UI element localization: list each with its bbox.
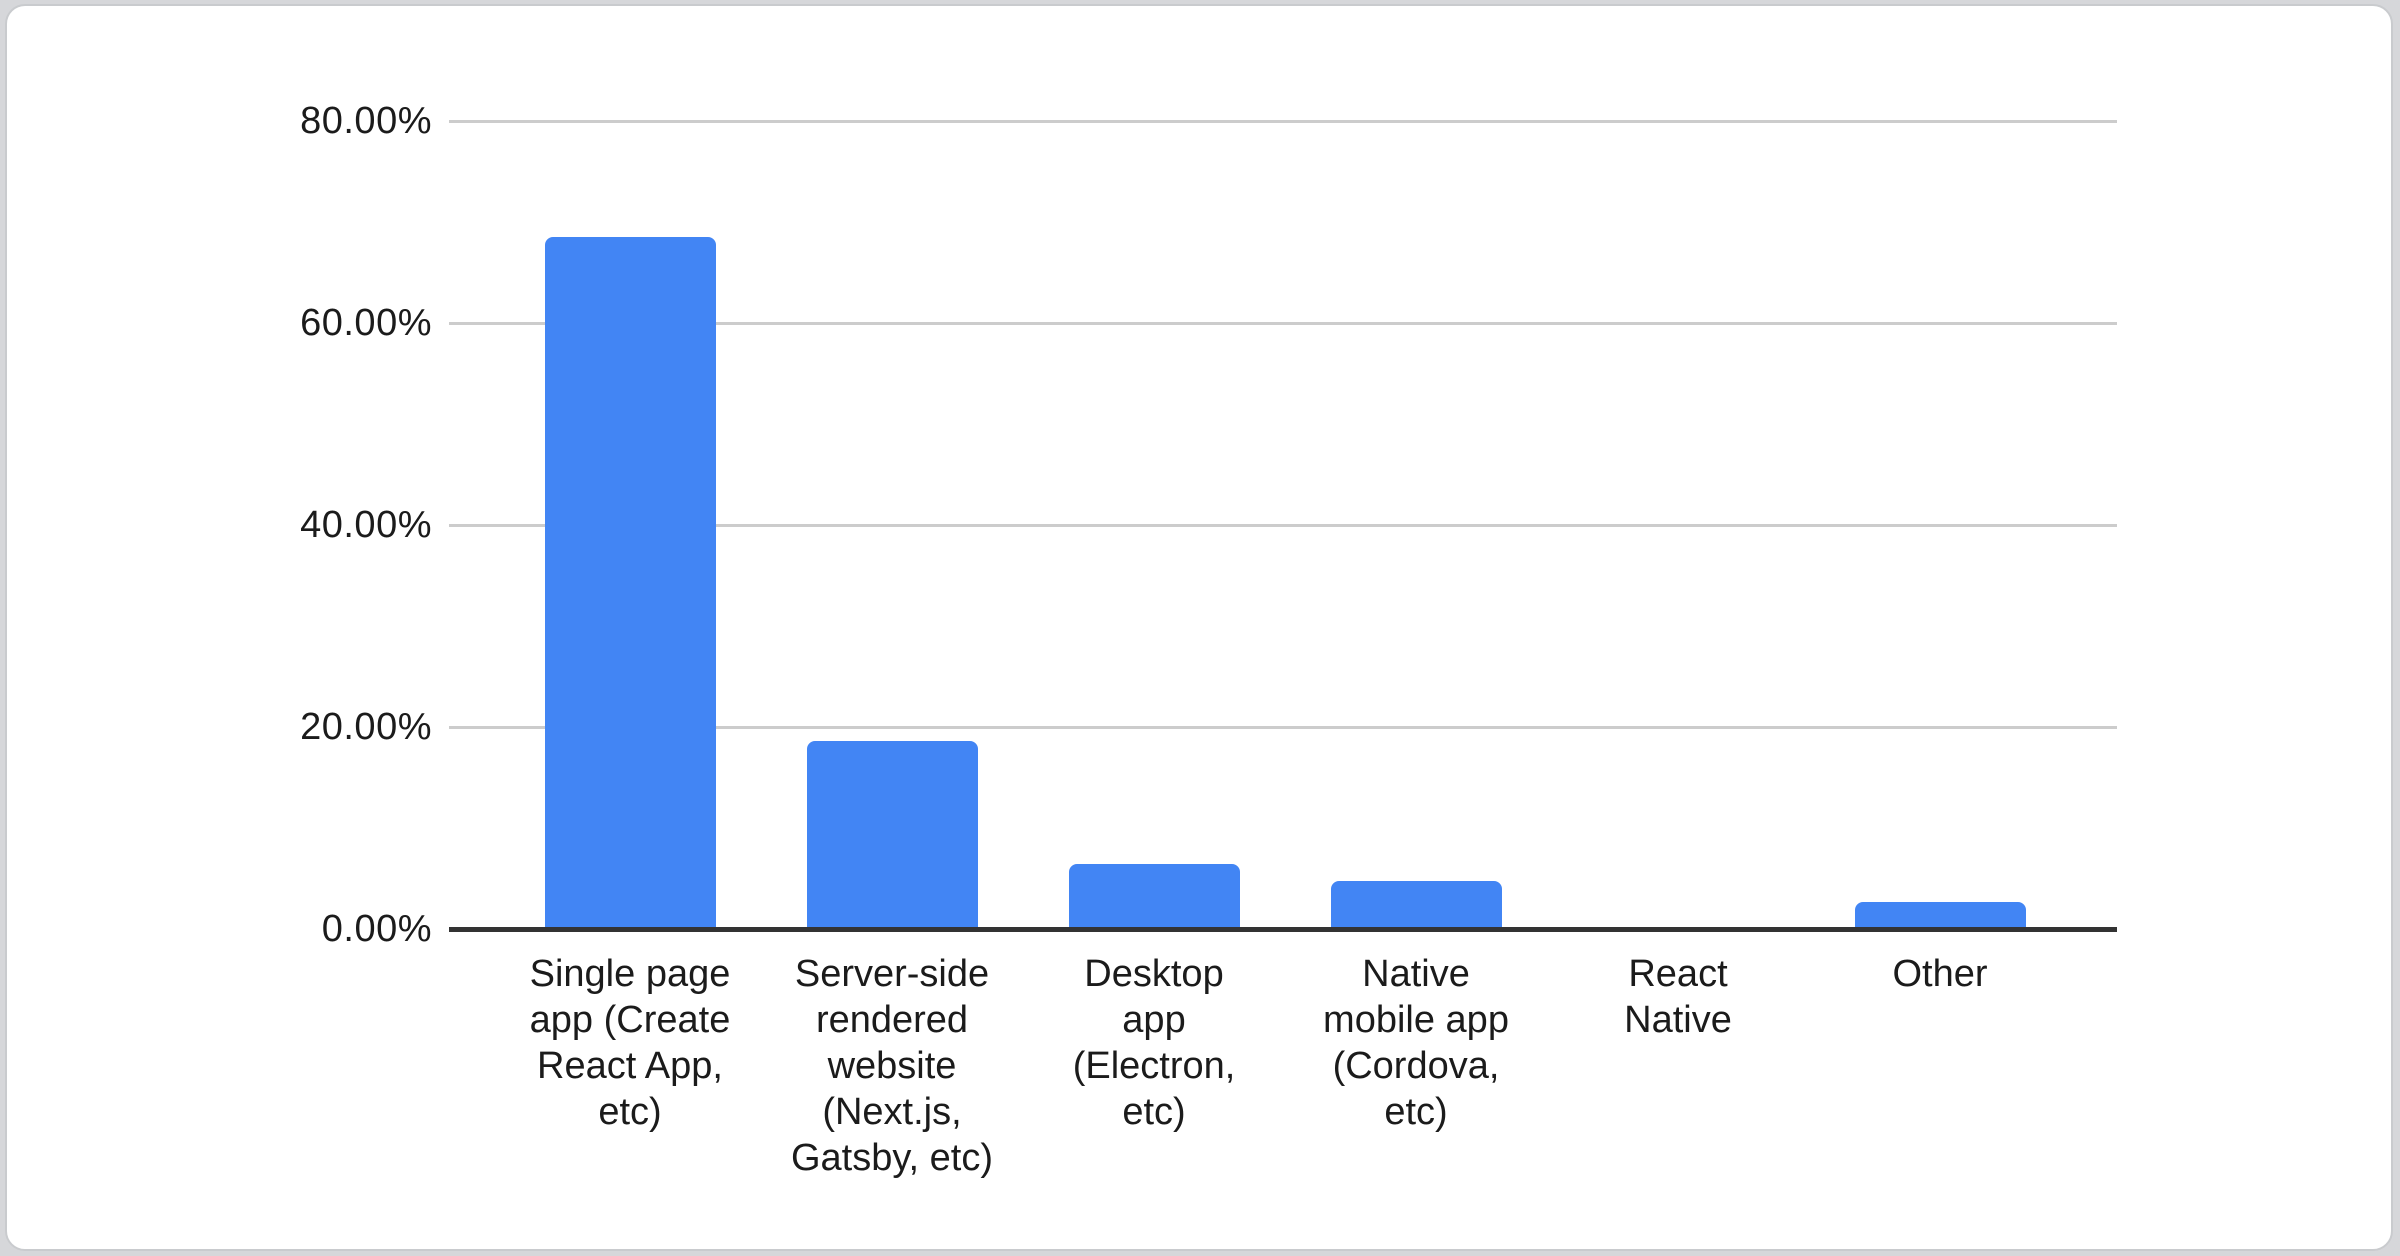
- gridline-20: [449, 726, 2117, 729]
- bar-0[interactable]: [544, 237, 716, 927]
- gridline-80: [449, 120, 2117, 123]
- x-category-label-0: Single page app (Create React App, etc): [529, 953, 731, 1133]
- y-tick-label-20: 20.00%: [300, 706, 432, 748]
- bar-slot-1: [761, 121, 1023, 927]
- bar-slot-0: [499, 121, 761, 927]
- plot-area: 80.00% 60.00% 40.00% 20.00% 0.00% Single pag…: [7, 6, 2391, 1249]
- y-tick-label-80: 80.00%: [300, 100, 432, 142]
- x-axis-baseline: [449, 927, 2117, 932]
- bar-slot-4: [1547, 121, 1809, 927]
- x-category-label-3: Native mobile app (Cordova, etc): [1323, 953, 1509, 1133]
- bar-1[interactable]: [806, 741, 978, 927]
- bars-layer: [499, 121, 2071, 927]
- gridline-40: [449, 524, 2117, 527]
- bar-slot-2: [1023, 121, 1285, 927]
- x-category-label-4: React Native: [1624, 953, 1732, 1041]
- bar-slot-5: [1809, 121, 2071, 927]
- bar-5[interactable]: [1854, 902, 2026, 927]
- x-category-label-1: Server-side rendered website (Next.js, G…: [790, 953, 994, 1179]
- x-category-label-5: Other: [1892, 953, 1988, 995]
- y-tick-label-40: 40.00%: [300, 504, 432, 546]
- gridline-60: [449, 322, 2117, 325]
- bar-3[interactable]: [1330, 881, 1502, 927]
- y-tick-label-60: 60.00%: [300, 302, 432, 344]
- chart-card: 80.00% 60.00% 40.00% 20.00% 0.00% Single pag…: [5, 4, 2393, 1251]
- bar-slot-3: [1285, 121, 1547, 927]
- x-category-label-2: Desktop app (Electron, etc): [1072, 953, 1236, 1133]
- bar-2[interactable]: [1068, 864, 1240, 927]
- x-axis-labels: Single page app (Create React App, etc) S…: [499, 951, 2071, 1181]
- y-tick-label-0: 0.00%: [321, 908, 432, 950]
